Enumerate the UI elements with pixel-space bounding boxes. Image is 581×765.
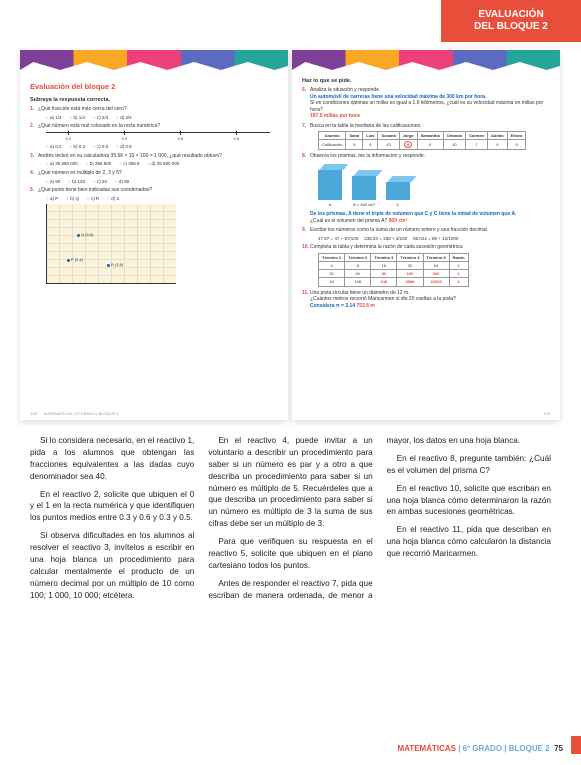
q3: 3.Andrés tecleó en su calculadora 35.68 … — [30, 153, 278, 167]
note-p: En el reactivo 8, pregunte también: ¿Cuá… — [387, 453, 551, 477]
note-p: En el reactivo 2, solicite que ubiquen e… — [30, 489, 194, 525]
note-p: Para que verifiquen su respuesta en el r… — [208, 536, 372, 572]
note-p: Si lo considera necesario, en el reactiv… — [30, 435, 194, 483]
right-page: Haz lo que se pide. 6.Analiza la situaci… — [292, 50, 560, 420]
q9: 9.Escribe los números como la suma de un… — [302, 227, 550, 241]
circled-median: 8 — [404, 141, 412, 148]
left-page: Evaluación del bloque 2 Subraya la respu… — [20, 50, 288, 420]
q2: 2.¿Qué número está mal colocado en la re… — [30, 123, 278, 149]
teacher-notes: Si lo considera necesario, en el reactiv… — [30, 435, 551, 602]
page-footer: MATEMÁTICAS | 6º GRADO | BLOQUE 2 75 — [397, 744, 563, 753]
page-decoration — [20, 50, 288, 70]
note-p: En el reactivo 4, puede invitar a un vol… — [208, 435, 372, 530]
right-page-no: 129 — [543, 411, 550, 416]
q5: 5.¿Qué punto tiene bien indicadas sus co… — [30, 187, 278, 283]
note-p: En el reactivo 10, solicite que escriban… — [387, 483, 551, 519]
header-line1: EVALUACIÓN — [478, 9, 543, 21]
side-accent — [571, 736, 581, 754]
q11: 11.Una pista circular tiene un diámetro … — [302, 290, 550, 310]
left-instruction: Subraya la respuesta correcta. — [30, 97, 278, 103]
page-decoration — [292, 50, 560, 70]
q4: 4.¿Qué número es múltiplo de 2, 3 y 5? a… — [30, 170, 278, 184]
q8: 8.Observa los prismas, lee la informació… — [302, 153, 550, 224]
textbook-spread: Evaluación del bloque 2 Subraya la respu… — [20, 50, 560, 420]
right-instruction: Haz lo que se pide. — [302, 78, 550, 84]
q6: 6.Analiza la situación y responde. Un au… — [302, 87, 550, 120]
note-p: En el reactivo 11, pida que describan en… — [387, 524, 551, 560]
q7: 7.Busca en la tabla la mediana de las ca… — [302, 123, 550, 151]
eval-title: Evaluación del bloque 2 — [30, 82, 278, 91]
number-line: 0.2 0.3 0.5 0.6 — [46, 132, 270, 142]
grades-table: Alumno Saraí Luis Susana Jorge Samantha … — [318, 131, 526, 150]
header-tab: EVALUACIÓN DEL BLOQUE 2 — [441, 0, 581, 42]
sequence-table: Término 1 Término 2 Término 3 Término 4 … — [318, 253, 469, 287]
footer-page: 75 — [554, 744, 563, 753]
note-p: Si observa dificultades en los alumnos a… — [30, 530, 194, 601]
footer-subject: MATEMÁTICAS — [397, 744, 456, 753]
left-page-no: 128 — [30, 411, 37, 416]
prisms-row: A B = 400 cm³ C — [318, 164, 542, 207]
q10: 10.Completa la tabla y determina la razó… — [302, 244, 550, 286]
q1: 1.¿Qué fracción está más cerca del cero?… — [30, 106, 278, 120]
left-foot: MATEMÁTICAS | 6º GRADO | BLOQUE 2 — [44, 411, 119, 416]
footer-grade: | 6º GRADO | BLOQUE 2 — [458, 744, 549, 753]
header-line2: DEL BLOQUE 2 — [474, 21, 548, 33]
coord-grid: Q (5,6) P (2,4) R (3,6) — [46, 204, 176, 284]
